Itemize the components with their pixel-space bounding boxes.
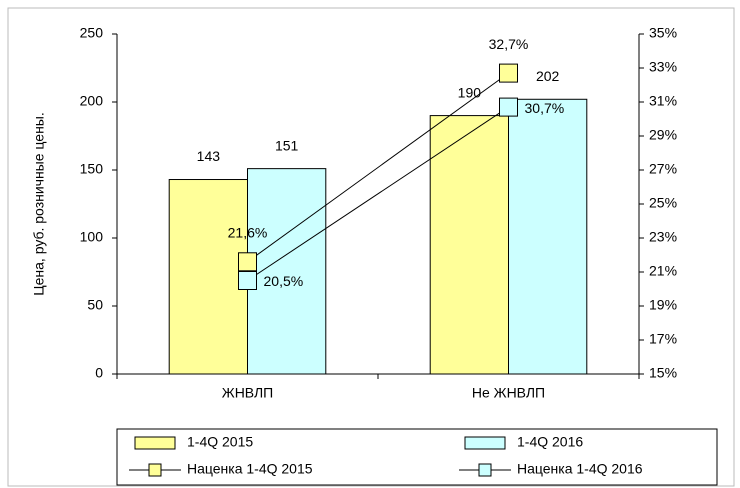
- y2-tick-label: 31%: [649, 93, 677, 109]
- bar: [168, 179, 248, 375]
- line-marker: [238, 271, 257, 290]
- line-marker: [499, 63, 518, 83]
- line-value-label: 32,7%: [489, 36, 529, 52]
- y2-tick-label: 27%: [649, 161, 677, 177]
- y-tick-label: 200: [80, 93, 104, 109]
- y2-tick-label: 15%: [649, 365, 677, 381]
- y2-tick-label: 21%: [649, 263, 677, 279]
- legend-box: [116, 428, 718, 486]
- legend-label: 1-4Q 2016: [517, 434, 583, 450]
- bar: [508, 98, 588, 375]
- bar-value-label: 190: [458, 84, 482, 100]
- line: [247, 106, 509, 281]
- x-tick-label: Не ЖНВЛП: [472, 385, 545, 401]
- y2-tick-label: 29%: [649, 127, 677, 143]
- y-axis-title: Цена, руб. розничные цены.: [31, 112, 47, 296]
- y-tick-label: 150: [80, 161, 104, 177]
- y2-tick-label: 35%: [649, 25, 677, 41]
- y2-tick-label: 25%: [649, 195, 677, 211]
- y2-tick-label: 23%: [649, 229, 677, 245]
- legend-marker: [478, 463, 492, 477]
- bar-value-label: 143: [197, 148, 221, 164]
- x-tick-label: ЖНВЛП: [222, 385, 273, 401]
- legend-label: Наценка 1-4Q 2015: [187, 461, 313, 477]
- y2-tick-label: 33%: [649, 59, 677, 75]
- y-tick-label: 50: [87, 297, 103, 313]
- legend-label: 1-4Q 2015: [187, 434, 253, 450]
- bar: [247, 168, 327, 375]
- line-marker: [238, 252, 257, 272]
- legend-swatch: [134, 436, 176, 450]
- bar-value-label: 151: [275, 137, 299, 153]
- y2-tick-label: 19%: [649, 297, 677, 313]
- line-value-label: 20,5%: [264, 273, 304, 289]
- bar: [429, 115, 510, 375]
- line-marker: [499, 97, 518, 117]
- legend-swatch: [464, 436, 506, 450]
- line-value-label: 30,7%: [525, 100, 565, 116]
- line-value-label: 21,6%: [228, 225, 268, 241]
- y-tick-label: 100: [80, 229, 104, 245]
- y-tick-label: 0: [95, 365, 103, 381]
- line: [247, 72, 509, 263]
- bar-value-label: 202: [536, 68, 560, 84]
- chart-frame: [7, 7, 735, 487]
- legend-marker: [148, 463, 162, 477]
- legend-label: Наценка 1-4Q 2016: [517, 461, 643, 477]
- y-tick-label: 250: [80, 25, 104, 41]
- y2-tick-label: 17%: [649, 331, 677, 347]
